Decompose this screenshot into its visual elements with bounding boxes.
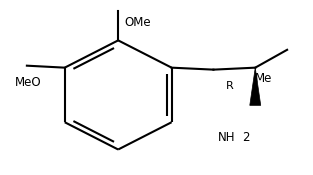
Polygon shape bbox=[250, 68, 261, 105]
Text: 2: 2 bbox=[243, 131, 250, 144]
Text: NH: NH bbox=[218, 131, 235, 144]
Text: OMe: OMe bbox=[125, 16, 151, 29]
Text: Me: Me bbox=[255, 72, 272, 85]
Text: R: R bbox=[226, 81, 233, 91]
Text: MeO: MeO bbox=[15, 76, 42, 89]
